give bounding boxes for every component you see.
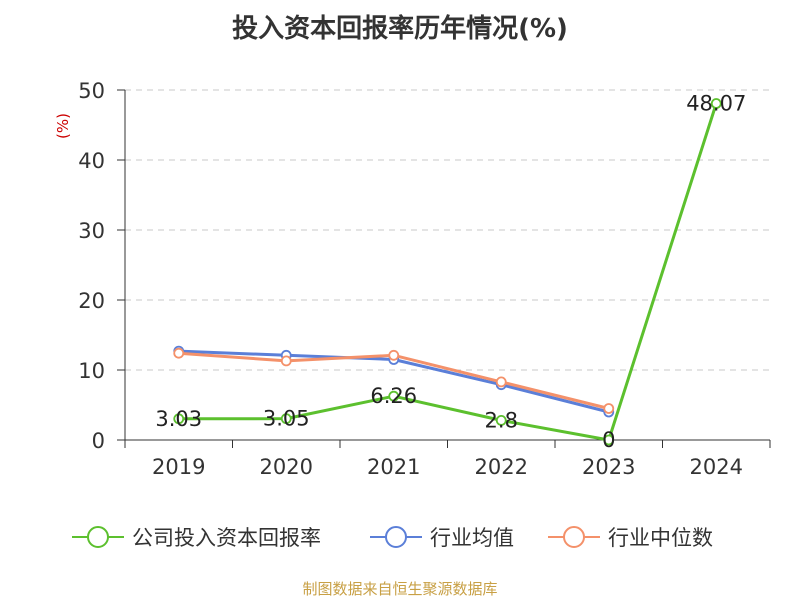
legend-marker	[87, 526, 109, 548]
data-point	[495, 376, 507, 388]
y-tick-label: 30	[78, 219, 105, 243]
legend-marker	[563, 526, 585, 548]
y-axis-label: (%)	[54, 113, 72, 139]
data-point	[388, 390, 400, 402]
y-tick-label: 50	[78, 79, 105, 103]
data-source-note: 制图数据来自恒生聚源数据库	[302, 580, 498, 598]
x-tick-label: 2020	[260, 455, 313, 479]
data-point	[280, 413, 292, 425]
data-label: 3.03	[155, 407, 202, 431]
legend-marker	[385, 526, 407, 548]
y-tick-label: 10	[78, 359, 105, 383]
x-tick-label: 2023	[582, 455, 635, 479]
data-label: 0	[602, 428, 615, 452]
legend-label: 行业中位数	[608, 526, 713, 550]
data-label: 2.8	[485, 408, 518, 432]
data-point	[280, 355, 292, 367]
data-label: 3.05	[263, 407, 310, 431]
y-tick-label: 40	[78, 149, 105, 173]
legend-label: 公司投入资本回报率	[132, 526, 321, 550]
x-tick-label: 2024	[690, 455, 743, 479]
data-point	[603, 434, 615, 446]
data-point	[173, 347, 185, 359]
data-point	[710, 98, 722, 109]
data-label: 6.26	[370, 384, 417, 408]
series-line	[178, 103, 718, 442]
data-point	[388, 349, 400, 361]
y-tick-label: 0	[92, 429, 105, 453]
x-tick-label: 2021	[367, 455, 420, 479]
chart-title: 投入资本回报率历年情况(%)	[232, 14, 568, 44]
data-point	[495, 414, 507, 426]
x-tick-label: 2022	[475, 455, 528, 479]
y-tick-label: 20	[78, 289, 105, 313]
x-tick-label: 2019	[152, 455, 205, 479]
data-point	[603, 403, 615, 414]
data-point	[173, 413, 185, 425]
legend-label: 行业均值	[430, 526, 514, 550]
data-label: 48.07	[686, 92, 746, 116]
